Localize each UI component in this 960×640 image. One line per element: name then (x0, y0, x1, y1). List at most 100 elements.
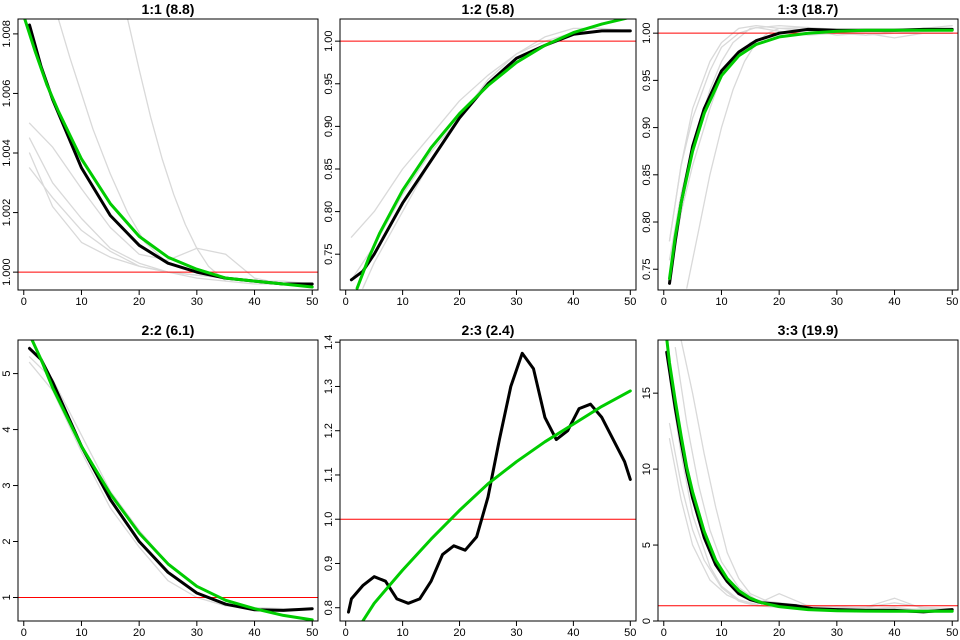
chart-panel: 2:3 (2.4) 0 10 20 30 40 50 0.8 0.9 1.0 1.1 1.2 1.3 1.… (323, 322, 637, 639)
y-tick-label: 1.2 (323, 423, 335, 438)
y-tick-label: 1.1 (323, 467, 335, 482)
series-background-line (668, 26, 953, 242)
series-main-line (28, 346, 314, 612)
series-background-line (350, 30, 631, 281)
panel-title: 2:3 (2.4) (462, 322, 515, 338)
y-tick-label: 0.90 (641, 117, 653, 138)
x-tick-label: 30 (510, 627, 522, 639)
series-main-line (349, 29, 632, 282)
x-tick-label: 0 (343, 296, 349, 308)
plot-area (340, 19, 636, 290)
x-tick-label: 50 (306, 296, 318, 308)
panel-title: 2:2 (6.1) (142, 322, 195, 338)
y-tick-label: 1.004 (1, 139, 13, 167)
chart-panel: 2:2 (6.1) 0 10 20 30 40 50 1 2 3 4 5 (1, 322, 319, 639)
y-tick-label: 1.3 (323, 379, 335, 394)
plot-area (658, 340, 958, 614)
plot-frame (339, 18, 637, 291)
y-tick-label: 1.00 (323, 30, 335, 51)
x-tick-label: 20 (453, 296, 465, 308)
plot-frame (17, 18, 319, 291)
y-tick-label: 0 (641, 618, 653, 624)
x-tick-label: 0 (21, 627, 27, 639)
y-tick-label: 0.95 (323, 73, 335, 94)
x-tick-label: 40 (248, 296, 260, 308)
series-background-line (362, 27, 631, 289)
x-tick-label: 0 (343, 627, 349, 639)
plot-area (18, 340, 318, 621)
chart-panel: 3:3 (19.9) 0 10 20 30 40 50 0 5 10 15 (641, 322, 959, 639)
series-background-line (28, 137, 313, 285)
x-tick-label: 0 (21, 296, 27, 308)
series-background-line (57, 19, 313, 285)
series-background-line (126, 19, 227, 282)
series-fit-line (361, 389, 632, 621)
x-tick-label: 30 (510, 296, 522, 308)
chart-panel: 1:3 (18.7) 0 10 20 30 40 50 0.75 0.80 0.85 0.90 0.9… (641, 1, 959, 308)
y-tick-label: 1.006 (1, 80, 13, 108)
y-tick-label: 0.80 (641, 211, 653, 232)
series-background-line (28, 122, 313, 285)
x-tick-label: 50 (306, 627, 318, 639)
plot-frame (657, 339, 959, 622)
panel-title: 1:2 (5.8) (462, 1, 515, 17)
series-fit-line (665, 340, 954, 613)
x-tick-label: 50 (624, 296, 636, 308)
series-fit-line (30, 340, 314, 621)
plot-area (18, 19, 318, 289)
x-tick-label: 40 (567, 296, 579, 308)
x-tick-label: 10 (75, 296, 87, 308)
x-tick-label: 40 (888, 296, 900, 308)
series-background-line (674, 346, 953, 612)
x-tick-label: 10 (396, 627, 408, 639)
series-background-line (668, 24, 953, 261)
x-tick-label: 30 (831, 296, 843, 308)
x-tick-label: 30 (191, 627, 203, 639)
x-tick-label: 10 (396, 296, 408, 308)
y-tick-label: 1 (1, 594, 13, 600)
y-tick-label: 4 (1, 426, 13, 432)
plot-frame (657, 18, 959, 291)
y-tick-label: 10 (641, 463, 653, 475)
x-tick-label: 10 (75, 627, 87, 639)
y-tick-label: 3 (1, 482, 13, 488)
x-tick-label: 20 (133, 296, 145, 308)
series-fit-line (23, 19, 314, 289)
panel-title: 1:3 (18.7) (778, 1, 839, 17)
series-fit-line (668, 28, 954, 281)
x-tick-label: 0 (661, 296, 667, 308)
x-tick-label: 30 (831, 627, 843, 639)
y-tick-label: 0.8 (323, 600, 335, 615)
plot-area (340, 351, 636, 621)
plot-frame (339, 339, 637, 622)
chart-panel: 1:1 (8.8) 0 10 20 30 40 50 1.000 1.002 1.004 1.006… (1, 1, 319, 308)
y-tick-label: 1.4 (323, 335, 335, 350)
series-background-line (668, 377, 953, 612)
y-tick-label: 2 (1, 538, 13, 544)
x-tick-label: 50 (946, 296, 958, 308)
y-tick-label: 1.002 (1, 199, 13, 227)
x-tick-label: 20 (133, 627, 145, 639)
series-background-line (668, 438, 953, 612)
x-tick-label: 10 (715, 296, 727, 308)
x-tick-label: 40 (248, 627, 260, 639)
y-tick-label: 5 (1, 371, 13, 377)
x-tick-label: 50 (946, 627, 958, 639)
plot-area (658, 24, 958, 289)
plot-frame (17, 339, 319, 622)
series-fit-line (355, 19, 630, 290)
x-tick-label: 20 (773, 627, 785, 639)
x-tick-label: 30 (191, 296, 203, 308)
panel-title: 3:3 (19.9) (778, 322, 839, 338)
x-tick-label: 0 (661, 627, 667, 639)
x-tick-label: 40 (888, 627, 900, 639)
x-tick-label: 10 (715, 627, 727, 639)
x-tick-label: 40 (567, 627, 579, 639)
y-tick-label: 1.008 (1, 20, 13, 48)
panel-title: 1:1 (8.8) (142, 1, 195, 17)
x-tick-label: 20 (453, 627, 465, 639)
y-tick-label: 1.00 (641, 22, 653, 43)
y-tick-label: 0.80 (323, 201, 335, 222)
